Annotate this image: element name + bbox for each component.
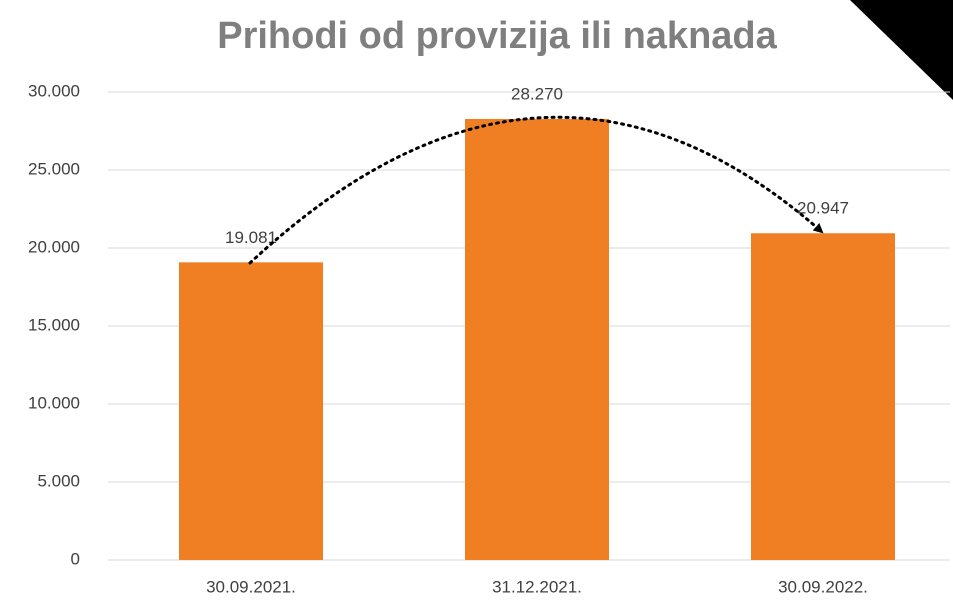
bar xyxy=(179,262,323,560)
y-tick-label: 30.000 xyxy=(28,81,80,100)
y-tick-label: 20.000 xyxy=(28,237,80,256)
y-tick-label: 5.000 xyxy=(37,471,80,490)
x-tick-label: 30.09.2021. xyxy=(206,577,296,596)
y-tick-label: 0 xyxy=(71,549,80,568)
data-label: 28.270 xyxy=(511,84,563,103)
chart-title: Prihodi od provizija ili naknada xyxy=(217,15,777,57)
corner-decoration xyxy=(850,0,953,100)
x-tick-label: 31.12.2021. xyxy=(492,577,582,596)
bar xyxy=(465,118,609,560)
bar xyxy=(751,233,895,560)
data-label: 20.947 xyxy=(797,199,849,218)
y-tick-label: 10.000 xyxy=(28,393,80,412)
x-tick-label: 30.09.2022. xyxy=(778,577,868,596)
y-tick-label: 25.000 xyxy=(28,159,80,178)
plot-area: 0 5.000 10.000 15.000 20.000 25.000 30.000 30.0… xyxy=(28,81,950,596)
trend-arrow xyxy=(248,115,824,265)
y-tick-label: 15.000 xyxy=(28,315,80,334)
data-label: 19.081 xyxy=(225,228,277,247)
